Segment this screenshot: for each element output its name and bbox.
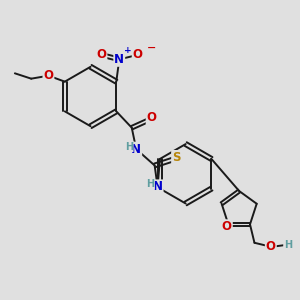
Text: H: H [125, 142, 133, 152]
Text: O: O [96, 48, 106, 62]
Text: N: N [114, 53, 124, 66]
Text: N: N [131, 142, 141, 156]
Text: O: O [147, 111, 157, 124]
Text: N: N [153, 180, 163, 194]
Text: O: O [133, 48, 143, 62]
Text: −: − [147, 42, 156, 52]
Text: S: S [172, 151, 181, 164]
Text: H: H [284, 240, 292, 250]
Text: O: O [266, 240, 276, 253]
Text: O: O [44, 69, 53, 82]
Text: +: + [124, 46, 132, 56]
Text: H: H [146, 179, 154, 190]
Text: O: O [222, 220, 232, 233]
